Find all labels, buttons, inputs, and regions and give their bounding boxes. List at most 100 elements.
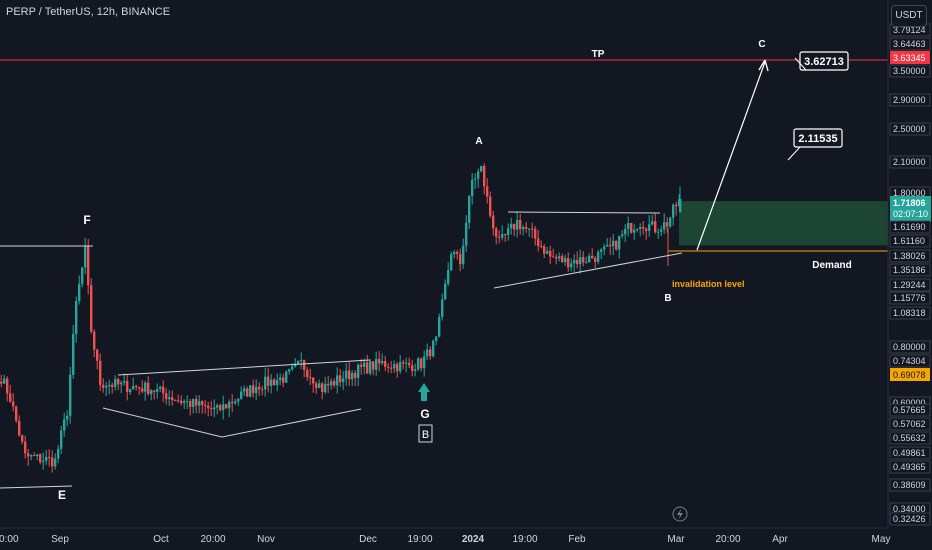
candle-body	[216, 405, 219, 408]
candle-body	[600, 249, 603, 252]
candle-body	[348, 370, 351, 380]
price-tick-label: 1.61160	[893, 236, 925, 246]
candle-body	[324, 383, 327, 393]
candle-body	[597, 251, 600, 262]
candle-body	[312, 377, 315, 384]
candle-body	[165, 393, 168, 400]
price-tick-box	[889, 478, 931, 492]
currency-button[interactable]: USDT	[891, 5, 927, 27]
demand-zone	[679, 201, 888, 246]
candle-body	[267, 376, 270, 386]
candle-body	[660, 229, 663, 232]
candle-body	[372, 361, 375, 370]
lightning-icon	[672, 506, 688, 522]
candle-body	[258, 386, 261, 390]
triangle-lower-left-line	[102, 407, 223, 438]
candle-body	[444, 283, 447, 300]
price-tick-label: 1.71806	[893, 198, 926, 208]
candle-body	[612, 240, 615, 247]
candle-body	[663, 222, 666, 230]
candle-body	[429, 349, 432, 357]
candle-body	[399, 362, 402, 372]
candle-body	[405, 362, 408, 364]
candle-body	[498, 236, 501, 238]
candle-body	[198, 401, 201, 406]
tp-price-tag	[890, 51, 930, 64]
candle-body	[435, 336, 438, 341]
candle-body	[0, 381, 3, 384]
candle-body	[528, 228, 531, 230]
candle-body	[168, 397, 171, 400]
demand-label: Demand	[812, 260, 851, 271]
time-tick-label: Apr	[772, 534, 788, 545]
price-tick-label: 3.63345	[893, 53, 926, 63]
candle-body	[237, 398, 240, 402]
callout-mid-text: 2.11535	[798, 133, 837, 145]
price-tick-box	[889, 431, 931, 445]
candle-body	[486, 186, 489, 197]
candle-body	[54, 458, 57, 467]
candle-body	[519, 220, 522, 230]
price-tick-box	[889, 234, 931, 248]
candle-body	[180, 400, 183, 404]
candle-body	[186, 401, 189, 403]
candle-body	[255, 386, 258, 394]
candle-body	[606, 244, 609, 247]
time-tick-label: Feb	[568, 534, 586, 545]
candle-body	[516, 220, 519, 230]
price-tick-label: 0.60000	[893, 398, 926, 408]
candle-body	[471, 179, 474, 197]
candle-body	[522, 227, 525, 230]
time-tick-label: 20:00	[0, 534, 19, 545]
candle-body	[426, 349, 429, 357]
candle-body	[570, 263, 573, 268]
symbol-header: PERP / TetherUS, 12h, BINANCE	[6, 6, 171, 18]
invalidation-price-tag	[890, 368, 930, 381]
callout-mid-pointer	[787, 146, 801, 161]
candle-body	[651, 221, 654, 225]
candle-body	[162, 386, 165, 394]
price-tick-label: 0.57062	[893, 419, 926, 429]
candle-body	[303, 360, 306, 370]
candle-body	[546, 250, 549, 254]
candle-body	[48, 456, 51, 458]
price-tick-box	[889, 460, 931, 474]
candle-body	[90, 285, 93, 332]
countdown-label: 02:07:10	[893, 209, 928, 219]
candle-body	[534, 228, 537, 239]
candle-body	[462, 245, 465, 265]
candles	[0, 163, 681, 473]
candle-body	[408, 362, 411, 366]
candle-body	[582, 257, 585, 263]
candle-body	[555, 256, 558, 259]
candle-body	[480, 166, 483, 172]
candle-body	[540, 246, 543, 248]
candle-body	[591, 255, 594, 259]
support-line-e	[0, 485, 73, 489]
candle-body	[321, 383, 324, 393]
price-tick-box	[889, 263, 931, 277]
candle-body	[261, 389, 264, 391]
candle-body	[231, 401, 234, 404]
candle-body	[42, 460, 45, 463]
time-tick-label: Mar	[667, 534, 685, 545]
current-price-tag	[890, 196, 931, 222]
price-tick-label: 0.80000	[893, 342, 926, 352]
candle-body	[666, 222, 669, 227]
candle-body	[636, 229, 639, 231]
range-top-line	[507, 211, 661, 214]
invalidation-label: invalidation level	[672, 279, 745, 289]
price-tick-label: 1.80000	[893, 188, 926, 198]
time-tick-label: 2024	[462, 534, 485, 545]
candle-body	[174, 400, 177, 402]
candle-body	[75, 301, 78, 334]
price-tick-label: 1.38026	[893, 251, 926, 261]
candle-body	[246, 388, 249, 397]
candle-body	[615, 240, 618, 250]
candle-body	[36, 454, 39, 457]
candle-body	[189, 401, 192, 407]
candle-body	[654, 221, 657, 233]
price-tick-label: 1.35186	[893, 265, 926, 275]
candle-body	[354, 372, 357, 379]
